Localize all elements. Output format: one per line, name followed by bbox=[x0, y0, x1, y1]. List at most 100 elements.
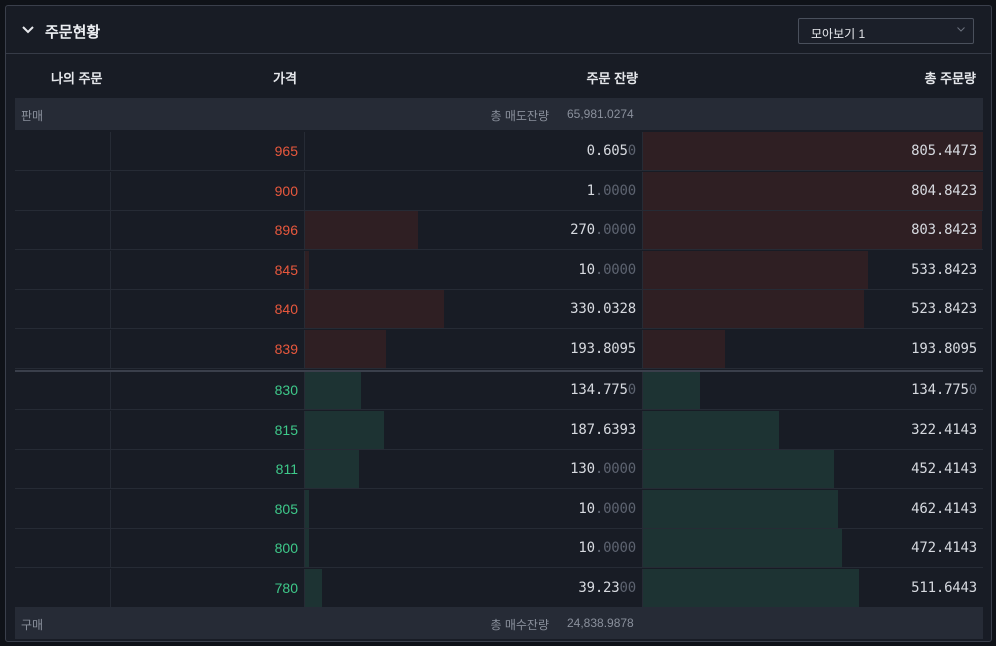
remaining-value-dim: .0000 bbox=[594, 182, 636, 199]
cumulative-cell: 472.4143 bbox=[643, 529, 983, 567]
remaining-value-dim: .0000 bbox=[594, 540, 636, 556]
remaining-value-main: 134.775 bbox=[570, 382, 628, 398]
ask-row: 896 270.0000 803.8423 bbox=[15, 211, 983, 250]
price-cell[interactable]: 815 bbox=[111, 410, 305, 449]
cumulative-value-main: 322.4143 bbox=[911, 421, 977, 438]
my-order-cell[interactable] bbox=[15, 250, 111, 289]
cumulative-depth-bar bbox=[643, 371, 700, 409]
remaining-value-dim: .0000 bbox=[594, 461, 636, 477]
cumulative-value-main: 533.8423 bbox=[911, 261, 977, 278]
view-mode-value: 모아보기 1 bbox=[811, 27, 866, 41]
my-order-cell[interactable] bbox=[15, 211, 111, 249]
price-cell[interactable]: 896 bbox=[111, 211, 305, 249]
orderbook-panel: 주문현황 모아보기 1 나의 주문 가격 주문 잔량 총 주문량 판매 총 매도… bbox=[5, 5, 992, 642]
collapse-toggle[interactable] bbox=[20, 22, 36, 38]
remaining-cell: 193.8095 bbox=[305, 329, 643, 368]
col-remaining: 주문 잔량 bbox=[586, 71, 638, 86]
remaining-cell: 1.0000 bbox=[305, 171, 643, 210]
bid-row: 811 130.0000 452.4143 bbox=[15, 450, 983, 489]
cumulative-value-main: 462.4143 bbox=[911, 500, 977, 517]
chevron-down-icon bbox=[22, 26, 34, 34]
cumulative-value-dim: 0 bbox=[968, 382, 977, 398]
remaining-cell: 330.0328 bbox=[305, 290, 643, 328]
my-order-cell[interactable] bbox=[15, 410, 111, 449]
remaining-cell: 187.6393 bbox=[305, 410, 643, 449]
my-order-cell[interactable] bbox=[15, 329, 111, 368]
cumulative-cell: 134.7750 bbox=[643, 371, 983, 409]
cumulative-value-main: 472.4143 bbox=[911, 540, 977, 556]
cumulative-cell: 452.4143 bbox=[643, 450, 983, 488]
cumulative-value-main: 511.6443 bbox=[911, 579, 977, 596]
ask-summary-row: 판매 총 매도잔량 65,981.0274 bbox=[15, 98, 983, 130]
remaining-value: 130.0000 bbox=[570, 461, 636, 477]
my-order-cell[interactable] bbox=[15, 132, 111, 170]
panel-title: 주문현황 bbox=[45, 24, 101, 41]
col-my-orders: 나의 주문 bbox=[51, 71, 103, 86]
price-cell[interactable]: 780 bbox=[111, 568, 305, 607]
price-cell[interactable]: 840 bbox=[111, 290, 305, 328]
bid-summary-row: 구매 총 매수잔량 24,838.9878 bbox=[15, 607, 983, 639]
bid-row: 805 10.0000 462.4143 bbox=[15, 489, 983, 529]
remaining-value-dim: 00 bbox=[619, 579, 637, 596]
cumulative-value: 803.8423 bbox=[911, 222, 977, 238]
cumulative-depth-bar bbox=[643, 450, 835, 488]
ask-row: 839 193.8095 193.8095 bbox=[15, 329, 983, 369]
cumulative-depth-bar bbox=[643, 568, 859, 607]
remaining-value-main: 10 bbox=[578, 500, 595, 517]
remaining-value-dim: 0 bbox=[627, 143, 636, 159]
panel-header: 주문현황 모아보기 1 bbox=[6, 6, 991, 54]
my-order-cell[interactable] bbox=[15, 290, 111, 328]
price-cell[interactable]: 830 bbox=[111, 371, 305, 409]
remaining-value-main: 0.605 bbox=[586, 143, 628, 159]
remaining-value: 187.6393 bbox=[570, 422, 636, 438]
cumulative-depth-bar bbox=[643, 529, 843, 567]
remaining-value: 10.0000 bbox=[578, 501, 636, 517]
cumulative-depth-bar bbox=[643, 171, 983, 210]
my-order-cell[interactable] bbox=[15, 489, 111, 528]
price-cell[interactable]: 900 bbox=[111, 171, 305, 210]
spread-divider bbox=[15, 370, 983, 372]
remaining-cell: 270.0000 bbox=[305, 211, 643, 249]
remaining-value: 330.0328 bbox=[570, 301, 636, 317]
ask-row: 965 0.6050 805.4473 bbox=[15, 132, 983, 171]
my-order-cell[interactable] bbox=[15, 529, 111, 567]
remaining-cell: 130.0000 bbox=[305, 450, 643, 488]
remaining-cell: 10.0000 bbox=[305, 529, 643, 567]
remaining-value: 134.7750 bbox=[570, 382, 636, 398]
cumulative-value-main: 193.8095 bbox=[911, 340, 977, 357]
remaining-value-dim: .0000 bbox=[594, 222, 636, 238]
bid-row: 830 134.7750 134.7750 bbox=[15, 371, 983, 410]
cumulative-value: 533.8423 bbox=[911, 262, 977, 278]
cumulative-depth-bar bbox=[643, 489, 839, 528]
price-cell[interactable]: 839 bbox=[111, 329, 305, 368]
price-cell[interactable]: 800 bbox=[111, 529, 305, 567]
cumulative-depth-bar bbox=[643, 211, 983, 249]
my-order-cell[interactable] bbox=[15, 171, 111, 210]
ask-total-value: 65,981.0274 bbox=[567, 107, 634, 121]
cumulative-cell: 533.8423 bbox=[643, 250, 983, 289]
price-cell[interactable]: 965 bbox=[111, 132, 305, 170]
ask-row: 840 330.0328 523.8423 bbox=[15, 290, 983, 329]
remaining-value: 0.6050 bbox=[586, 143, 637, 159]
price-cell[interactable]: 805 bbox=[111, 489, 305, 528]
cumulative-cell: 523.8423 bbox=[643, 290, 983, 328]
remaining-cell: 39.2300 bbox=[305, 568, 643, 607]
remaining-depth-bar bbox=[305, 211, 419, 249]
price-cell[interactable]: 845 bbox=[111, 250, 305, 289]
cumulative-value-main: 805.4473 bbox=[911, 143, 977, 159]
bid-row: 780 39.2300 511.6443 bbox=[15, 568, 983, 608]
bid-side-label: 구매 bbox=[21, 618, 44, 632]
cumulative-value: 472.4143 bbox=[911, 540, 977, 556]
remaining-depth-bar bbox=[305, 450, 360, 488]
view-mode-select[interactable]: 모아보기 1 bbox=[798, 18, 974, 44]
remaining-value-dim: 0 bbox=[627, 382, 636, 398]
remaining-depth-bar bbox=[305, 529, 310, 567]
remaining-value-main: 193.8095 bbox=[570, 340, 636, 357]
remaining-value: 270.0000 bbox=[570, 222, 636, 238]
ask-row: 900 1.0000 804.8423 bbox=[15, 171, 983, 211]
price-cell[interactable]: 811 bbox=[111, 450, 305, 488]
my-order-cell[interactable] bbox=[15, 568, 111, 607]
my-order-cell[interactable] bbox=[15, 450, 111, 488]
my-order-cell[interactable] bbox=[15, 371, 111, 409]
ask-row: 845 10.0000 533.8423 bbox=[15, 250, 983, 290]
